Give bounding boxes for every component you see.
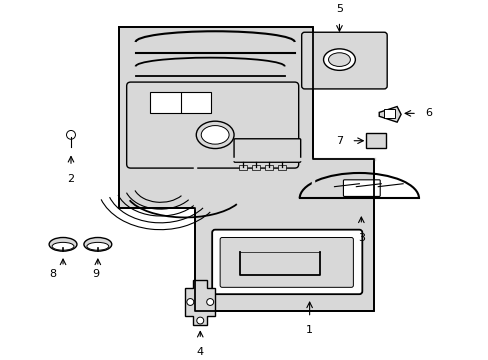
Circle shape [66,130,75,139]
Text: 3: 3 [357,233,364,243]
Text: 4: 4 [196,347,203,357]
FancyBboxPatch shape [383,109,394,118]
FancyBboxPatch shape [149,92,211,113]
FancyBboxPatch shape [343,180,380,197]
FancyBboxPatch shape [264,165,272,170]
Polygon shape [379,107,400,122]
Text: 9: 9 [92,269,99,279]
Circle shape [186,298,193,305]
FancyBboxPatch shape [277,165,285,170]
Text: 6: 6 [424,108,431,118]
Ellipse shape [84,238,112,251]
FancyBboxPatch shape [301,32,386,89]
Ellipse shape [52,242,74,250]
Ellipse shape [201,126,228,144]
FancyBboxPatch shape [119,27,312,208]
Ellipse shape [87,242,108,250]
Ellipse shape [49,238,77,251]
FancyBboxPatch shape [126,82,298,168]
Ellipse shape [328,53,350,67]
Polygon shape [185,280,215,325]
FancyBboxPatch shape [366,133,386,148]
Text: 2: 2 [67,174,74,184]
Text: 5: 5 [335,4,342,14]
FancyBboxPatch shape [220,238,353,287]
Ellipse shape [323,49,355,70]
Text: 1: 1 [305,325,312,336]
FancyBboxPatch shape [239,165,246,170]
Ellipse shape [196,121,234,149]
Text: 8: 8 [49,269,57,279]
FancyBboxPatch shape [212,230,362,294]
Circle shape [206,298,213,305]
Circle shape [196,317,203,324]
FancyBboxPatch shape [251,165,260,170]
FancyBboxPatch shape [234,139,300,162]
FancyBboxPatch shape [195,159,373,311]
Text: 7: 7 [336,136,343,146]
